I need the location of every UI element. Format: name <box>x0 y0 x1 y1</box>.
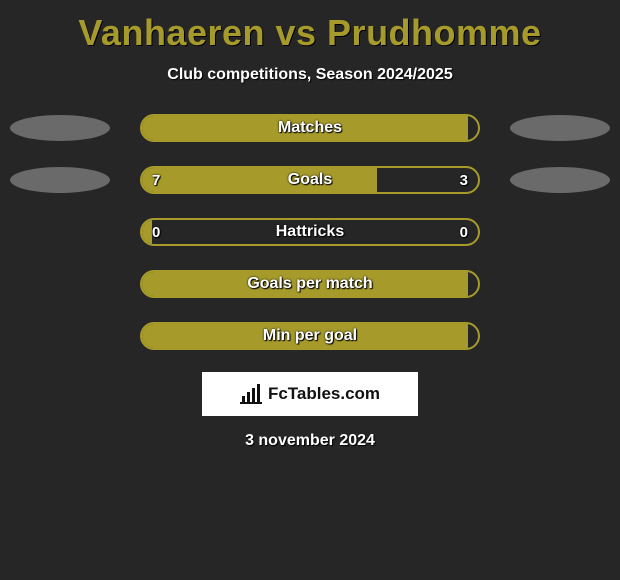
stat-bar-left <box>142 116 468 140</box>
stat-bar-right <box>468 116 478 140</box>
bar-chart-icon <box>240 384 262 404</box>
stat-bar: Min per goal <box>140 322 480 350</box>
comparison-row: 73Goals <box>0 166 620 194</box>
comparison-row: Matches <box>0 114 620 142</box>
stat-bar-right: 3 <box>377 168 478 192</box>
comparison-rows: Matches73Goals00HattricksGoals per match… <box>0 114 620 350</box>
stat-bar: 73Goals <box>140 166 480 194</box>
player-right-placeholder <box>510 115 610 141</box>
player-left-placeholder <box>10 167 110 193</box>
comparison-row: 00Hattricks <box>0 218 620 246</box>
stat-bar: Matches <box>140 114 480 142</box>
stat-right-value: 3 <box>460 172 468 189</box>
source-badge: FcTables.com <box>202 372 418 416</box>
stat-bar: Goals per match <box>140 270 480 298</box>
player-left-placeholder <box>10 115 110 141</box>
stat-bar: 00Hattricks <box>140 218 480 246</box>
stat-bar-left: 0 <box>142 220 152 244</box>
stat-bar-right <box>468 272 478 296</box>
stat-bar-right <box>468 324 478 348</box>
datestamp: 3 november 2024 <box>0 432 620 450</box>
stat-bar-right: 0 <box>152 220 478 244</box>
subtitle: Club competitions, Season 2024/2025 <box>0 66 620 84</box>
comparison-row: Min per goal <box>0 322 620 350</box>
stat-bar-left <box>142 324 468 348</box>
source-badge-text: FcTables.com <box>268 384 380 404</box>
player-right-placeholder <box>510 167 610 193</box>
page-title: Vanhaeren vs Prudhomme <box>0 0 620 54</box>
stat-bar-left: 7 <box>142 168 377 192</box>
comparison-row: Goals per match <box>0 270 620 298</box>
stat-left-value: 7 <box>152 172 160 189</box>
stat-bar-left <box>142 272 468 296</box>
stat-right-value: 0 <box>460 224 468 241</box>
